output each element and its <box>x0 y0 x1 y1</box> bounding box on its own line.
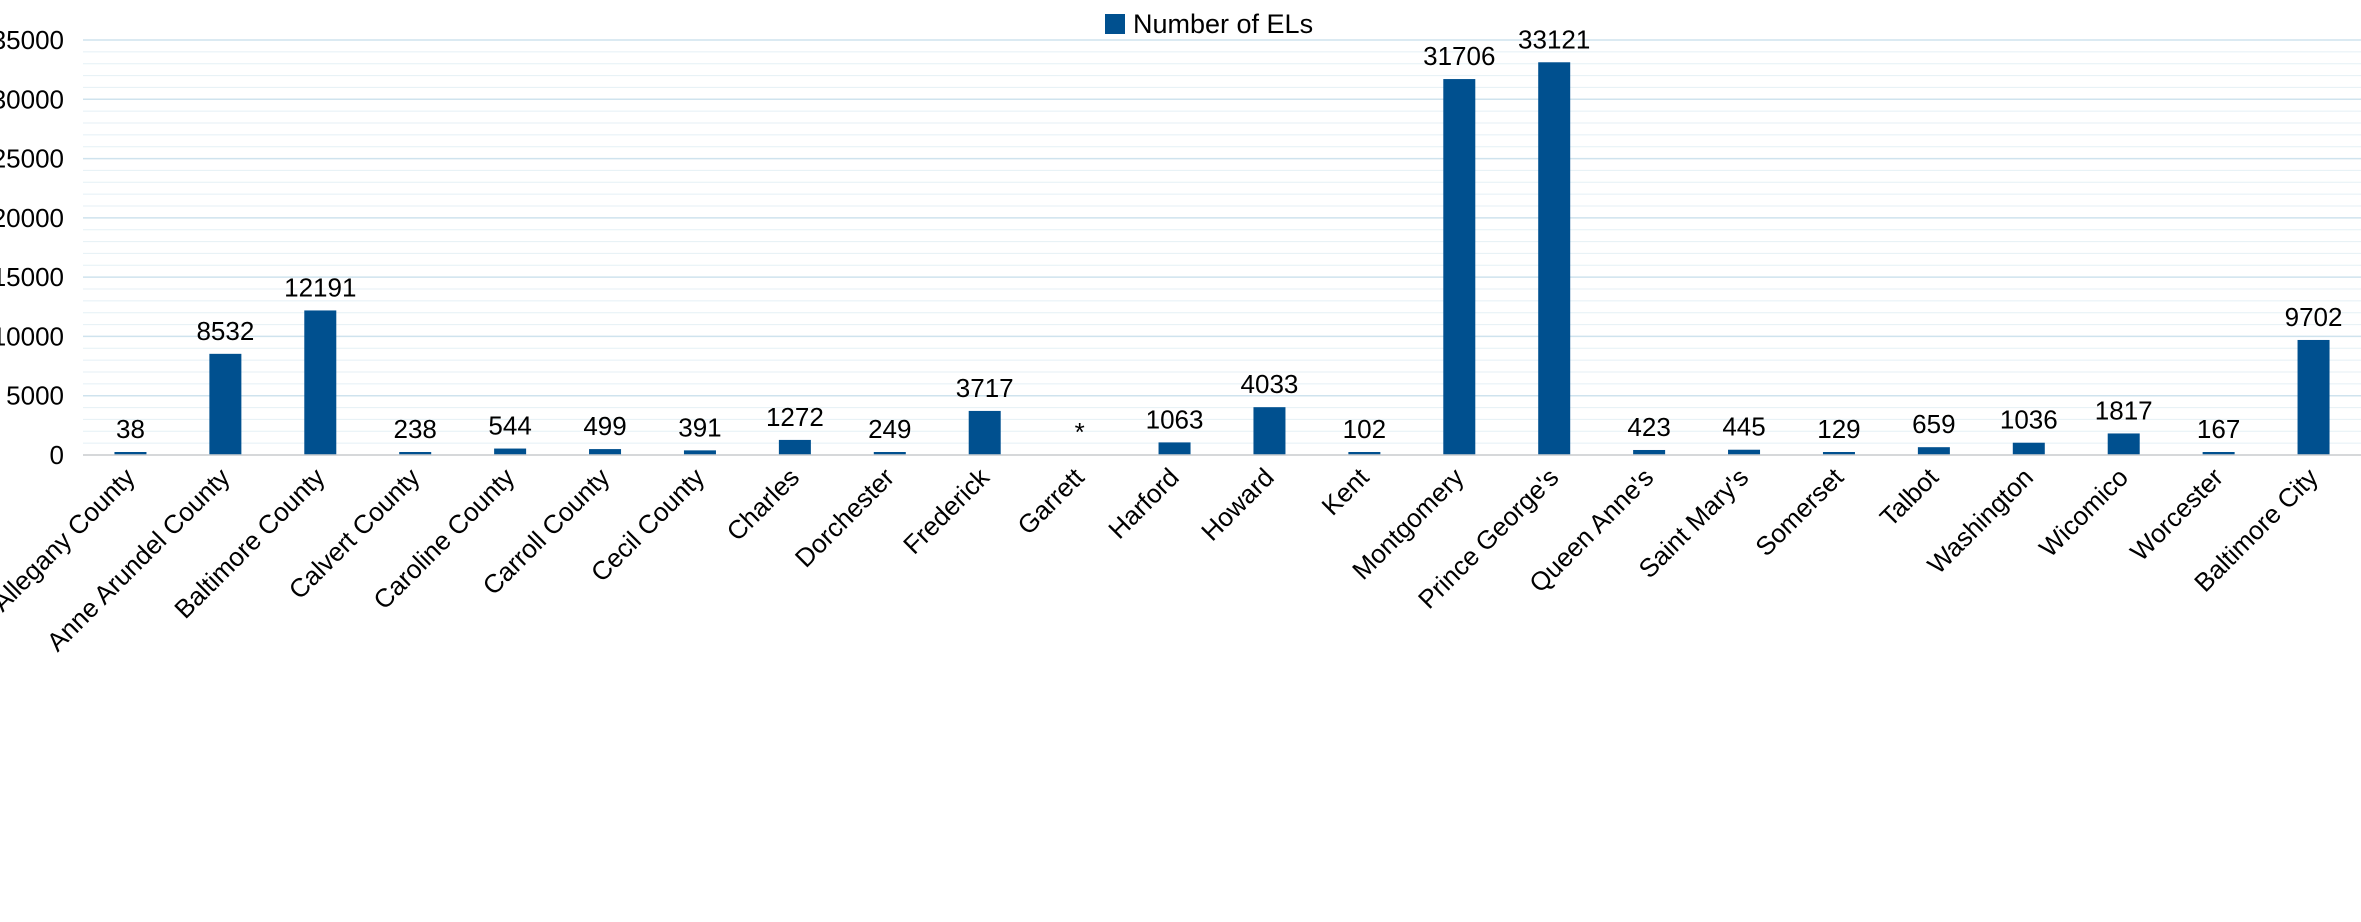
data-label: 167 <box>2197 414 2240 444</box>
bar <box>589 449 622 455</box>
data-labels: 38 8532 12191 238 544 499 391 1272 249 3717 * 1063 4… <box>116 24 2342 447</box>
category-label: Anne Arundel County <box>41 462 236 657</box>
data-label: 499 <box>583 411 626 441</box>
bar <box>2202 452 2235 455</box>
legend: Number of ELs <box>1105 9 1313 39</box>
category-label: Somerset <box>1749 461 1849 561</box>
bar <box>209 353 242 455</box>
data-label: 423 <box>1627 412 1670 442</box>
bars <box>114 62 2330 455</box>
y-tick-label: 30000 <box>0 84 64 114</box>
legend-swatch <box>1105 14 1125 34</box>
data-label: 1063 <box>1146 404 1204 434</box>
bar <box>2012 442 2045 455</box>
gridlines <box>83 39 2361 456</box>
y-tick-label: 25000 <box>0 144 64 174</box>
data-label: 238 <box>394 414 437 444</box>
y-tick-label: 10000 <box>0 321 64 351</box>
bar <box>494 448 527 455</box>
bar <box>1158 442 1191 455</box>
bar <box>2297 339 2330 455</box>
bar <box>683 450 716 455</box>
data-label: 1036 <box>2000 405 2058 435</box>
bar <box>1633 449 1666 455</box>
bar <box>1822 452 1855 455</box>
bar <box>114 452 147 455</box>
y-tick-label: 15000 <box>0 262 64 292</box>
bar <box>778 439 811 455</box>
data-label: 1272 <box>766 402 824 432</box>
bar <box>873 452 906 455</box>
category-label: Charles <box>721 462 806 547</box>
bar <box>1443 79 1476 455</box>
y-tick-label: 0 <box>50 440 64 470</box>
bar <box>2107 433 2140 455</box>
data-label: 102 <box>1343 414 1386 444</box>
data-label: 33121 <box>1518 24 1590 54</box>
y-axis-ticks: 0 5000 10000 15000 20000 25000 30000 35000 <box>0 25 64 470</box>
y-tick-label: 20000 <box>0 203 64 233</box>
data-label: 249 <box>868 414 911 444</box>
y-tick-label: 5000 <box>6 381 64 411</box>
bar <box>304 310 337 455</box>
data-label: 391 <box>678 412 721 442</box>
bar <box>1348 452 1381 455</box>
category-label: Harford <box>1102 462 1185 545</box>
data-label: 544 <box>488 411 531 441</box>
data-label: 1817 <box>2095 395 2153 425</box>
data-label: 9702 <box>2285 302 2343 332</box>
data-label: 445 <box>1722 412 1765 442</box>
data-label: 38 <box>116 414 145 444</box>
legend-label: Number of ELs <box>1133 9 1313 39</box>
data-label: 3717 <box>956 373 1014 403</box>
bar <box>399 452 432 455</box>
data-label: 659 <box>1912 409 1955 439</box>
data-label: 4033 <box>1241 369 1299 399</box>
bar <box>1728 449 1761 455</box>
category-label: Dorchester <box>789 462 900 573</box>
data-label: * <box>1075 417 1085 447</box>
bar <box>1538 62 1571 455</box>
category-label: Kent <box>1316 461 1376 521</box>
category-label: Frederick <box>897 461 996 560</box>
data-label: 12191 <box>284 272 356 302</box>
category-label: Garrett <box>1011 461 1090 540</box>
category-label: Talbot <box>1874 461 1945 532</box>
bar <box>968 410 1001 455</box>
category-label: Howard <box>1195 462 1280 547</box>
data-label: 8532 <box>196 316 254 346</box>
data-label: 31706 <box>1423 41 1495 71</box>
bar <box>1917 447 1950 455</box>
bar <box>1253 407 1286 455</box>
category-label: Wicomico <box>2033 462 2134 563</box>
y-tick-label: 35000 <box>0 25 64 55</box>
data-label: 129 <box>1817 414 1860 444</box>
